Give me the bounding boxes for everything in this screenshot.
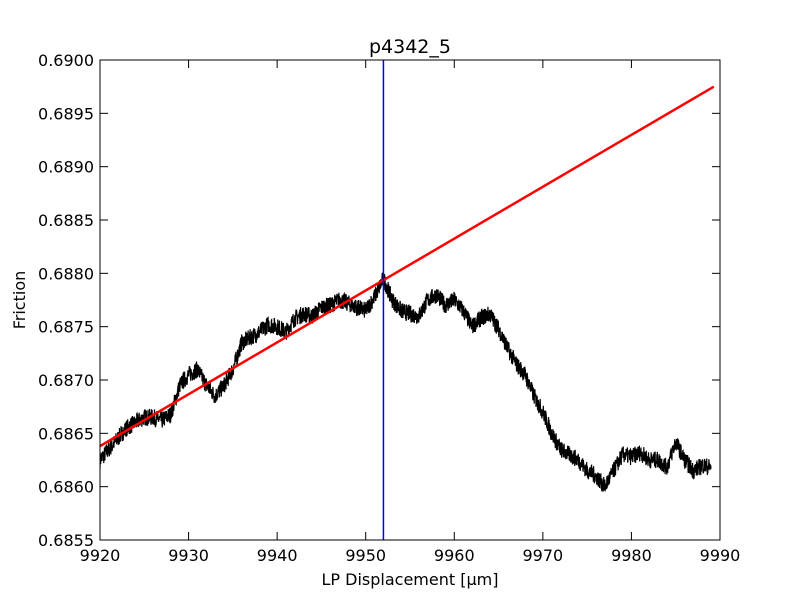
- y-tick-label: 0.6900: [38, 51, 94, 70]
- y-tick-label: 0.6880: [38, 264, 94, 283]
- plot-frame: [99, 59, 721, 541]
- x-axis-label: LP Displacement [μm]: [322, 570, 499, 589]
- series-fit-line: [100, 85, 715, 448]
- x-tick-label: 9920: [80, 546, 121, 565]
- y-tick-label: 0.6855: [38, 531, 94, 550]
- chart-title: p4342_5: [369, 36, 451, 58]
- x-tick-label: 9960: [434, 546, 475, 565]
- x-tick-label: 9940: [257, 546, 298, 565]
- x-tick-label: 9980: [611, 546, 652, 565]
- series-friction-line: [100, 271, 712, 492]
- series-layer: [100, 60, 715, 540]
- y-tick-label: 0.6870: [38, 371, 94, 390]
- x-tick-label: 9990: [700, 546, 741, 565]
- y-tick-label: 0.6875: [38, 318, 94, 337]
- ticks-layer: 9920 9930 9940 9950 9960 9970 9980 9990 0.6855 0.…: [38, 51, 740, 565]
- y-axis-label: Friction: [10, 271, 29, 330]
- y-tick-label: 0.6890: [38, 158, 94, 177]
- y-tick-label: 0.6865: [38, 424, 94, 443]
- x-tick-label: 9970: [522, 546, 563, 565]
- y-tick-label: 0.6885: [38, 211, 94, 230]
- y-tick-label: 0.6860: [38, 478, 94, 497]
- y-tick-label: 0.6895: [38, 104, 94, 123]
- x-tick-label: 9930: [168, 546, 209, 565]
- x-tick-label: 9950: [345, 546, 386, 565]
